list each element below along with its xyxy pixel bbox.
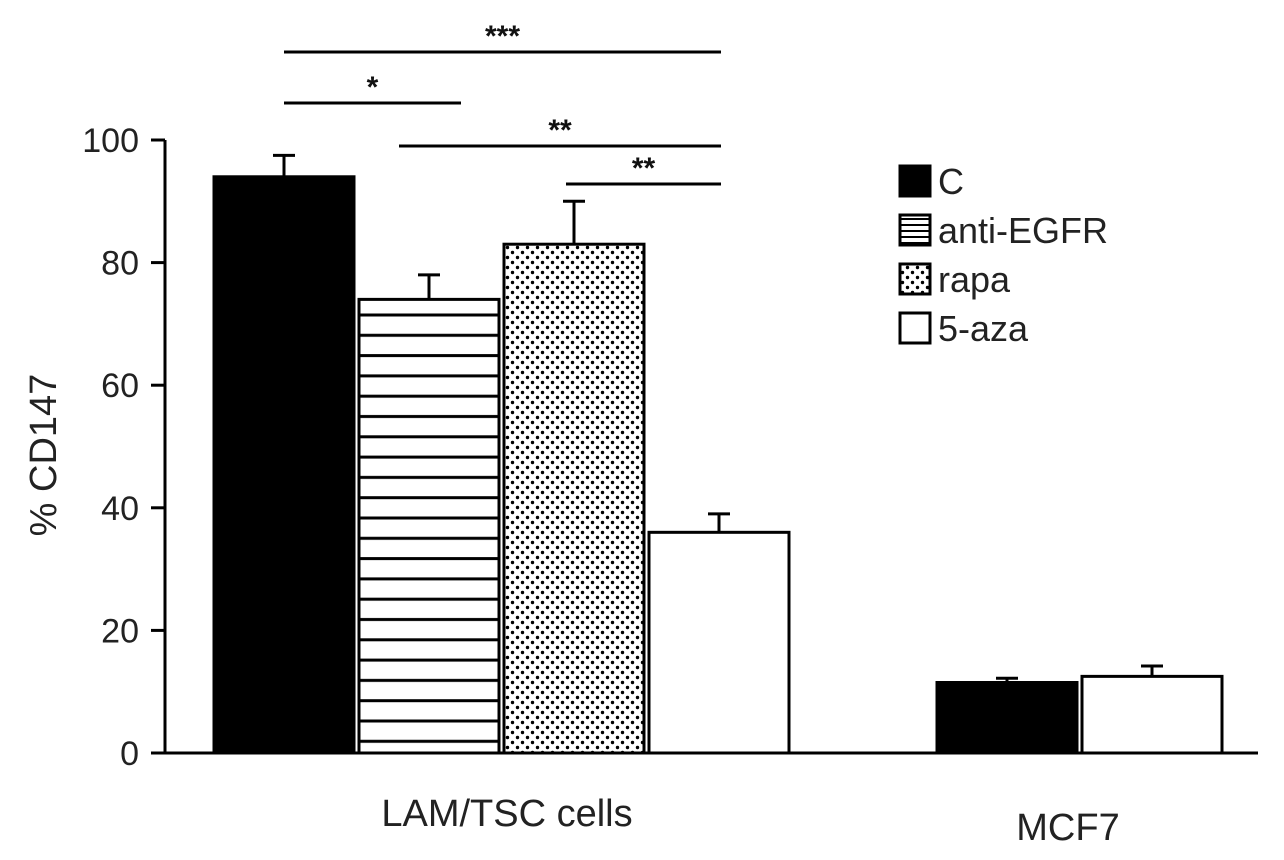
legend-swatch-c bbox=[898, 164, 932, 198]
bars-layer bbox=[212, 175, 1224, 755]
x-axis: LAM/TSC cells MCF7 bbox=[165, 751, 1258, 849]
legend-swatch-5-aza bbox=[898, 311, 932, 345]
y-tick-label: 20 bbox=[101, 612, 139, 650]
legend-swatch-anti-egfr bbox=[898, 213, 932, 247]
category-label-lam-tsc-cells: LAM/TSC cells bbox=[381, 793, 632, 835]
bar-lam-tsc-cells-anti-egfr bbox=[357, 297, 501, 755]
significance-layer: ******** bbox=[284, 20, 721, 186]
significance-label: * bbox=[367, 71, 379, 104]
y-tick-label: 40 bbox=[101, 490, 139, 528]
bar-lam-tsc-cells-5-aza bbox=[647, 530, 791, 755]
y-axis-title: % CD147 bbox=[23, 374, 65, 537]
y-tick-label: 0 bbox=[120, 735, 139, 773]
legend-label-c: C bbox=[938, 161, 964, 202]
legend-swatch-rapa bbox=[898, 262, 932, 296]
y-tick-label: 60 bbox=[101, 367, 139, 405]
significance-label: *** bbox=[485, 20, 520, 53]
legend-label-anti-egfr: anti-EGFR bbox=[938, 210, 1108, 251]
legend-label-rapa: rapa bbox=[938, 259, 1011, 300]
bar-lam-tsc-cells-c bbox=[212, 175, 356, 755]
y-tick-label: 80 bbox=[101, 245, 139, 283]
y-tick-label: 100 bbox=[82, 122, 139, 160]
significance-label: ** bbox=[548, 114, 572, 147]
bar-mcf7-5-aza bbox=[1080, 674, 1224, 755]
category-label-mcf7: MCF7 bbox=[1016, 807, 1119, 849]
significance-label: ** bbox=[632, 152, 656, 185]
y-axis: 0 20 40 60 80 100 bbox=[82, 122, 167, 773]
bar-mcf7-c bbox=[935, 681, 1079, 755]
bar-lam-tsc-cells-rapa bbox=[502, 242, 646, 755]
legend-label-5-aza: 5-aza bbox=[938, 308, 1029, 349]
error-bars-layer bbox=[273, 153, 1163, 683]
